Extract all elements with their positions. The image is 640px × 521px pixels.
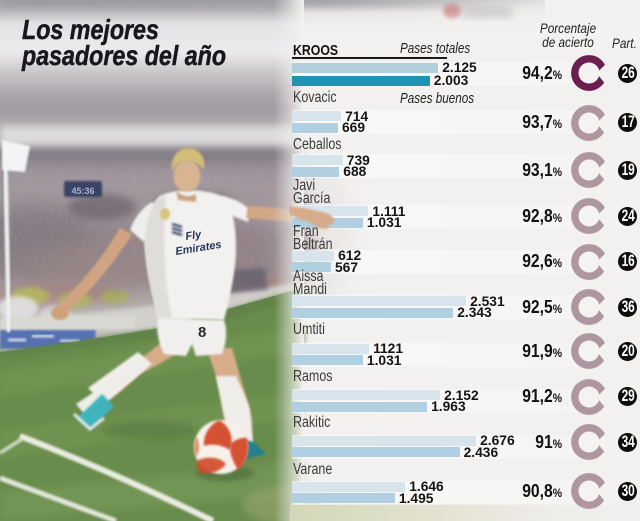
svg-text:Fly: Fly [185,228,203,242]
svg-text:45:36: 45:36 [71,186,94,196]
svg-text:8: 8 [198,324,206,341]
